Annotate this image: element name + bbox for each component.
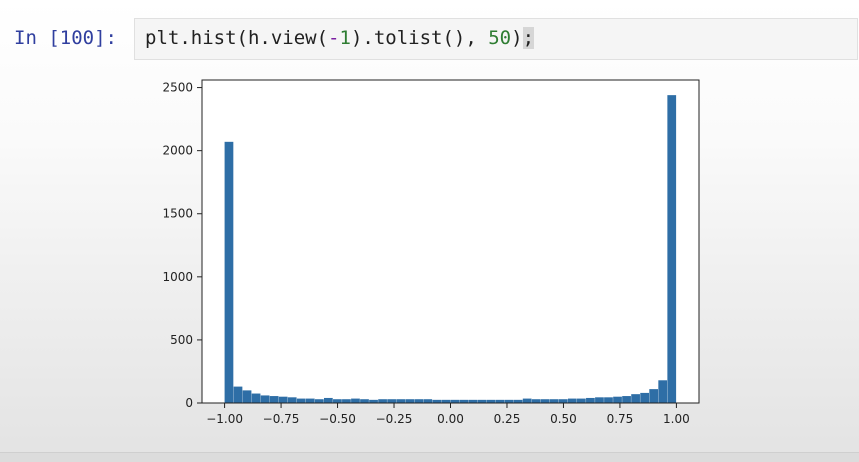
histogram-bar xyxy=(378,399,387,403)
histogram-bar xyxy=(414,399,424,403)
histogram-bar xyxy=(468,399,478,403)
histogram-bar xyxy=(504,399,514,403)
histogram-bar xyxy=(577,398,586,403)
cell-divider xyxy=(0,452,859,462)
histogram-bar xyxy=(540,399,550,403)
histogram-bar xyxy=(351,398,360,403)
histogram-bar xyxy=(396,399,406,403)
histogram-bar xyxy=(613,396,622,403)
x-tick-label: −0.25 xyxy=(376,412,413,426)
histogram-bar xyxy=(441,399,451,403)
histogram-bar xyxy=(558,399,568,403)
histogram-bar xyxy=(567,398,577,403)
histogram-bar xyxy=(658,380,668,403)
x-axis: −1.00 −0.75 −0.50 −0.25 0.00 0.25 0.50 0.75 1.00 xyxy=(206,403,690,426)
y-tick-label: 2500 xyxy=(162,81,193,95)
code-number-bins: 50 xyxy=(488,27,512,49)
histogram-bar xyxy=(360,399,369,403)
histogram-bar xyxy=(531,399,541,403)
histogram-bar xyxy=(342,399,351,403)
histogram-bar xyxy=(649,389,659,403)
y-tick-label: 1500 xyxy=(162,207,193,221)
histogram-bar xyxy=(260,395,270,403)
histogram-bar xyxy=(450,399,460,403)
x-tick-label: −0.50 xyxy=(319,412,356,426)
y-tick-label: 2000 xyxy=(162,144,193,158)
histogram-bar xyxy=(242,390,252,403)
cell-prompt: In [100]: xyxy=(14,27,117,49)
histogram-bar xyxy=(233,386,243,403)
histogram-bar xyxy=(595,397,604,403)
histogram-bar xyxy=(631,394,640,403)
histogram-bar xyxy=(369,399,378,403)
histogram-bar xyxy=(423,399,433,403)
histogram-bar xyxy=(459,399,469,403)
y-axis: 0 500 1000 1500 2000 2500 xyxy=(162,81,202,410)
code-segment-tolist: ).tolist(), xyxy=(350,27,489,49)
histogram-bar xyxy=(387,399,396,403)
x-tick-label: 0.75 xyxy=(607,412,634,426)
code-line[interactable]: plt.hist(h.view(-1).tolist(), 50); xyxy=(145,27,535,49)
histogram-bar xyxy=(251,393,261,403)
x-tick-label: 0.00 xyxy=(437,412,464,426)
histogram-bar xyxy=(269,396,279,403)
code-close-paren: ) xyxy=(511,27,523,49)
histogram-bar xyxy=(405,399,415,403)
histogram-bar xyxy=(549,399,559,403)
histogram-bar xyxy=(224,141,234,403)
histogram-bars xyxy=(224,95,677,403)
code-segment-call: plt.hist(h.view( xyxy=(145,27,329,49)
code-input-cell[interactable]: plt.hist(h.view(-1).tolist(), 50); xyxy=(134,18,858,60)
plot-frame xyxy=(201,79,700,404)
histogram-bar xyxy=(323,397,333,403)
histogram-bar xyxy=(513,399,523,403)
histogram-bar xyxy=(495,399,505,403)
y-tick-label: 0 xyxy=(185,396,193,410)
histogram-bar xyxy=(477,399,487,403)
histogram-bar xyxy=(278,396,288,403)
y-tick-label: 500 xyxy=(170,333,193,347)
code-minus-operator: - xyxy=(328,27,340,49)
histogram-bar xyxy=(296,398,306,403)
histogram-bar xyxy=(622,396,631,403)
plot-area xyxy=(202,80,699,403)
histogram-bar xyxy=(333,399,342,403)
histogram-bar xyxy=(586,397,595,403)
histogram-bar xyxy=(287,397,297,403)
histogram-bar xyxy=(432,399,442,403)
x-tick-label: 1.00 xyxy=(663,412,690,426)
x-tick-label: −1.00 xyxy=(206,412,243,426)
histogram-bar xyxy=(667,95,677,403)
x-tick-label: 0.25 xyxy=(494,412,521,426)
histogram-bar xyxy=(314,399,324,403)
histogram-bar xyxy=(305,398,315,403)
code-number-one: 1 xyxy=(339,27,351,49)
code-semicolon: ; xyxy=(522,27,535,49)
histogram-bar xyxy=(604,397,613,403)
histogram-bar xyxy=(486,399,496,403)
histogram-bar xyxy=(640,392,649,403)
x-tick-label: 0.50 xyxy=(550,412,577,426)
x-tick-label: −0.75 xyxy=(263,412,300,426)
histogram-bar xyxy=(522,398,532,403)
y-tick-label: 1000 xyxy=(162,270,193,284)
